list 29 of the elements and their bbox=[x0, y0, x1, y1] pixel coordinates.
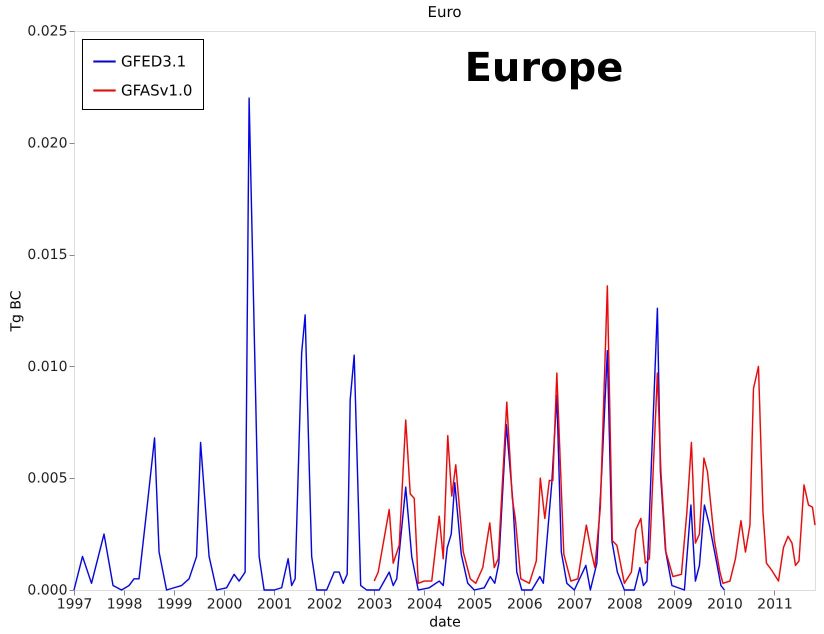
legend-label: GFED3.1 bbox=[121, 52, 186, 70]
x-tick-label: 1999 bbox=[156, 596, 192, 612]
y-tick-label: 0.000 bbox=[27, 582, 68, 598]
x-tick-label: 2009 bbox=[657, 596, 693, 612]
annotation: Europe bbox=[464, 45, 624, 91]
x-tick-label: 2002 bbox=[306, 596, 342, 612]
x-tick-label: 2008 bbox=[607, 596, 643, 612]
y-tick-label: 0.010 bbox=[27, 358, 68, 375]
x-tick-label: 2005 bbox=[456, 596, 493, 612]
line-series bbox=[73, 97, 726, 591]
x-tick-label: 2011 bbox=[757, 596, 793, 612]
x-tick-label: 1998 bbox=[106, 596, 142, 612]
line-series bbox=[374, 285, 816, 584]
y-tick-label: 0.005 bbox=[27, 470, 68, 487]
y-tick-label: 0.025 bbox=[27, 24, 68, 40]
x-axis-title: date bbox=[429, 614, 461, 630]
x-tick-label: 2003 bbox=[356, 596, 393, 612]
x-tick-label: 1997 bbox=[56, 596, 92, 612]
x-tick-label: 2010 bbox=[707, 596, 743, 612]
x-tick-label: 2006 bbox=[506, 596, 543, 612]
x-tick-label: 2001 bbox=[256, 596, 292, 612]
x-tick-label: 2004 bbox=[406, 596, 443, 612]
y-tick-label: 0.020 bbox=[27, 135, 68, 152]
chart-title: Euro bbox=[428, 3, 462, 21]
y-axis-title: Tg BC bbox=[8, 290, 24, 333]
x-tick-label: 2007 bbox=[557, 596, 593, 612]
legend-label: GFASv1.0 bbox=[121, 82, 192, 100]
x-tick-label: 2000 bbox=[206, 596, 242, 612]
y-tick-label: 0.015 bbox=[27, 247, 68, 264]
